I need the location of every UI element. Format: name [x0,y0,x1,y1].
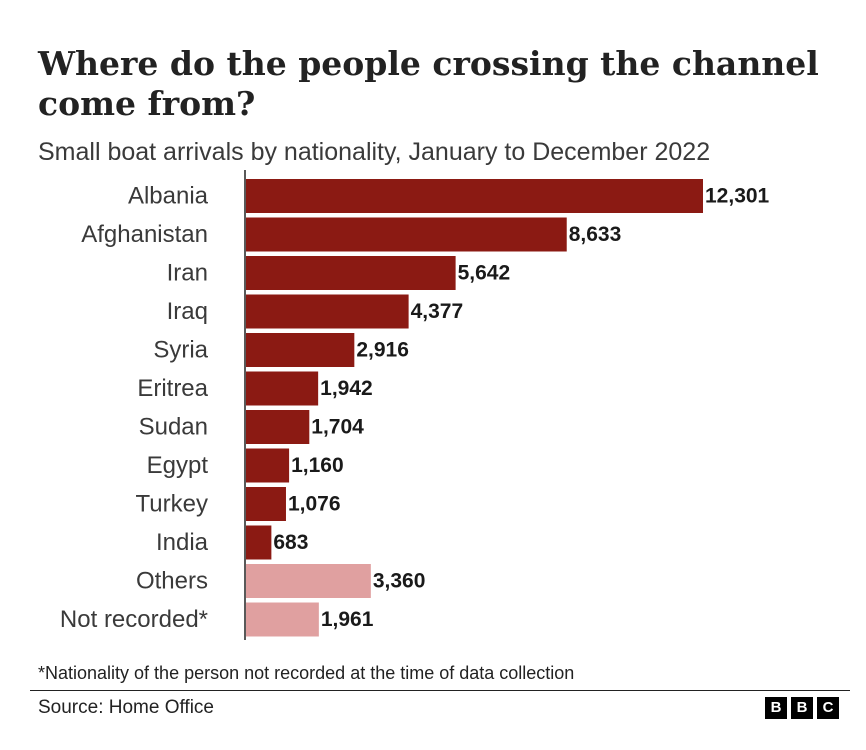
bar [246,525,272,560]
chart-title: Where do the people crossing the channel… [38,44,819,123]
bar [246,564,371,598]
category-label: Eritrea [137,375,208,402]
bar [246,602,319,637]
value-label: 3,360 [373,570,426,593]
value-label: 1,076 [288,493,341,516]
logo-letter: C [817,697,839,719]
footnote: *Nationality of the person not recorded … [38,663,575,683]
value-label: 8,633 [569,223,622,246]
value-label: 1,160 [291,454,344,477]
bar [246,294,409,329]
source-note: Source: Home Office [38,697,215,718]
category-label: Albania [128,183,209,210]
bar-chart: Albania 12,301 Afghanistan 8,633 Iran 5,642 Ir… [60,170,770,640]
value-label: 1,704 [311,416,364,439]
category-label: Sudan [139,414,208,441]
bar [246,333,355,367]
bar [246,448,290,483]
category-label: Afghanistan [81,221,208,248]
value-label: 4,377 [411,300,464,323]
bar [246,487,286,521]
category-label: Iraq [167,298,208,325]
bar [246,256,456,290]
bar [246,217,567,252]
value-label: 2,916 [356,339,409,362]
category-label: Turkey [136,491,208,518]
value-label: 683 [273,531,308,554]
chart-subtitle: Small boat arrivals by nationality, Janu… [38,138,711,166]
logo-letter: B [791,697,813,719]
bbc-logo: B B C [765,697,839,719]
category-label: Iran [167,260,208,287]
divider [30,690,850,691]
value-label: 1,942 [320,377,373,400]
bar [246,371,319,406]
value-label: 12,301 [705,185,770,208]
category-label: Syria [153,337,208,364]
category-label: Others [136,568,208,595]
logo-letter: B [765,697,787,719]
category-label: India [156,529,209,556]
category-label: Egypt [147,452,209,479]
value-label: 1,961 [321,608,374,631]
category-label: Not recorded* [60,606,208,633]
bar [246,410,310,444]
bar [246,179,703,213]
value-label: 5,642 [458,262,511,285]
